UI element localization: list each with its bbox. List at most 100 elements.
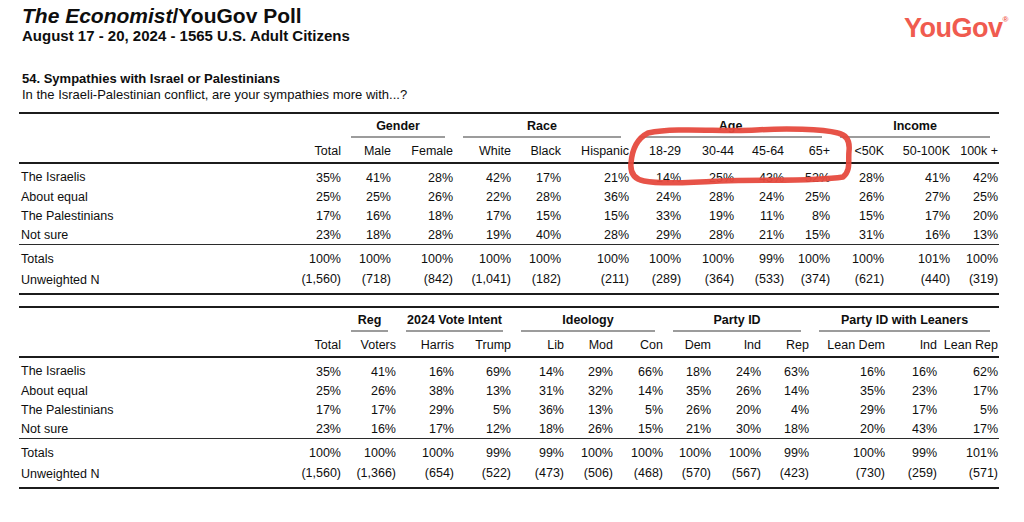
column-header-row: TotalVotersHarrisTrumpLibModConDemIndRep…: [19, 332, 999, 357]
unweighted-n-row: Unweighted N(1,560)(718)(842)(1,041)(182…: [19, 269, 999, 294]
value-cell: 38%: [397, 381, 455, 400]
column-header-row: TotalMaleFemaleWhiteBlackHispanic18-2930…: [19, 138, 999, 163]
column-header-white: White: [454, 138, 512, 163]
value-cell: (571): [938, 463, 999, 488]
poll-date-subtitle: August 17 - 20, 2024 - 1565 U.S. Adult C…: [22, 27, 350, 44]
value-cell: 63%: [762, 357, 810, 381]
value-cell: 29%: [397, 400, 455, 419]
value-cell: 100%: [785, 245, 831, 270]
group-header-party-id-with-leaners: Party ID with Leaners: [810, 307, 999, 332]
value-cell: 42%: [951, 163, 999, 187]
value-cell: 25%: [785, 187, 831, 206]
row-label: The Palestinians: [19, 400, 247, 419]
value-cell: (506): [565, 463, 614, 488]
value-cell: 30%: [712, 419, 762, 439]
value-cell: 100%: [630, 245, 682, 270]
value-cell: 24%: [735, 187, 785, 206]
column-header-18-29: 18-29: [630, 138, 682, 163]
value-cell: 35%: [247, 357, 342, 381]
value-cell: 15%: [512, 206, 562, 225]
value-cell: 100%: [810, 439, 886, 464]
unweighted-n-row: Unweighted N(1,560)(1,366)(654)(522)(473…: [19, 463, 999, 488]
value-cell: 35%: [810, 381, 886, 400]
value-cell: 5%: [938, 400, 999, 419]
group-header-income: Income: [831, 113, 999, 138]
value-cell: 99%: [735, 245, 785, 270]
value-cell: 17%: [454, 206, 512, 225]
value-cell: (423): [762, 463, 810, 488]
value-cell: 17%: [886, 400, 938, 419]
value-cell: 28%: [682, 225, 735, 245]
column-header-45-64: 45-64: [735, 138, 785, 163]
value-cell: 100%: [565, 439, 614, 464]
column-header-dem: Dem: [664, 332, 712, 357]
value-cell: (730): [810, 463, 886, 488]
value-cell: 24%: [712, 357, 762, 381]
value-cell: 17%: [342, 400, 397, 419]
column-header-50-100k: 50-100K: [885, 138, 951, 163]
value-cell: 23%: [886, 381, 938, 400]
value-cell: (1,041): [454, 269, 512, 294]
value-cell: 101%: [938, 439, 999, 464]
column-header-trump: Trump: [455, 332, 512, 357]
value-cell: 17%: [938, 381, 999, 400]
column-header-lib: Lib: [512, 332, 565, 357]
row-label: Totals: [19, 245, 247, 270]
value-cell: 15%: [614, 419, 664, 439]
column-header-total: Total: [247, 138, 342, 163]
value-cell: 27%: [885, 187, 951, 206]
value-cell: 69%: [455, 357, 512, 381]
row-label: The Israelis: [19, 357, 247, 381]
value-cell: 26%: [831, 187, 885, 206]
value-cell: 35%: [247, 163, 342, 187]
value-cell: 43%: [735, 163, 785, 187]
group-header-age: Age: [630, 113, 831, 138]
value-cell: 100%: [562, 245, 630, 270]
value-cell: 100%: [712, 439, 762, 464]
value-cell: (1,560): [247, 463, 342, 488]
table-row: About equal25%26%38%13%31%32%14%35%26%14…: [19, 381, 999, 400]
value-cell: 20%: [810, 419, 886, 439]
value-cell: (1,366): [342, 463, 397, 488]
column-header-female: Female: [392, 138, 454, 163]
value-cell: 14%: [762, 381, 810, 400]
value-cell: 36%: [512, 400, 565, 419]
value-cell: 16%: [886, 357, 938, 381]
value-cell: 18%: [512, 419, 565, 439]
group-header-label: Party ID: [673, 313, 801, 332]
group-header-party-id: Party ID: [664, 307, 810, 332]
value-cell: 100%: [682, 245, 735, 270]
value-cell: 31%: [512, 381, 565, 400]
group-header-row: Reg2024 Vote IntentIdeologyParty IDParty…: [19, 307, 999, 332]
value-cell: 25%: [342, 187, 392, 206]
value-cell: (533): [735, 269, 785, 294]
value-cell: 21%: [735, 225, 785, 245]
poll-document-page: The Economist/YouGov Poll August 17 - 20…: [0, 0, 1024, 522]
value-cell: 100%: [342, 245, 392, 270]
value-cell: 28%: [831, 163, 885, 187]
value-cell: 16%: [397, 357, 455, 381]
page-title: The Economist/YouGov Poll: [22, 4, 302, 28]
value-cell: 5%: [614, 400, 664, 419]
value-cell: 20%: [712, 400, 762, 419]
value-cell: 52%: [785, 163, 831, 187]
group-header-ideology: Ideology: [512, 307, 664, 332]
value-cell: 23%: [247, 419, 342, 439]
value-cell: 42%: [454, 163, 512, 187]
demographics-table: GenderRaceAgeIncomeTotalMaleFemaleWhiteB…: [19, 112, 999, 295]
value-cell: 100%: [397, 439, 455, 464]
column-header-mod: Mod: [565, 332, 614, 357]
value-cell: 26%: [342, 381, 397, 400]
value-cell: 16%: [342, 206, 392, 225]
value-cell: 17%: [247, 400, 342, 419]
value-cell: 29%: [630, 225, 682, 245]
value-cell: 29%: [565, 357, 614, 381]
group-header-label: Income: [840, 119, 990, 138]
value-cell: 8%: [785, 206, 831, 225]
table-row: The Palestinians17%16%18%17%15%15%33%19%…: [19, 206, 999, 225]
value-cell: 28%: [392, 163, 454, 187]
value-cell: 100%: [614, 439, 664, 464]
demographics-table-container: GenderRaceAgeIncomeTotalMaleFemaleWhiteB…: [19, 112, 999, 295]
value-cell: 25%: [247, 381, 342, 400]
value-cell: 12%: [455, 419, 512, 439]
